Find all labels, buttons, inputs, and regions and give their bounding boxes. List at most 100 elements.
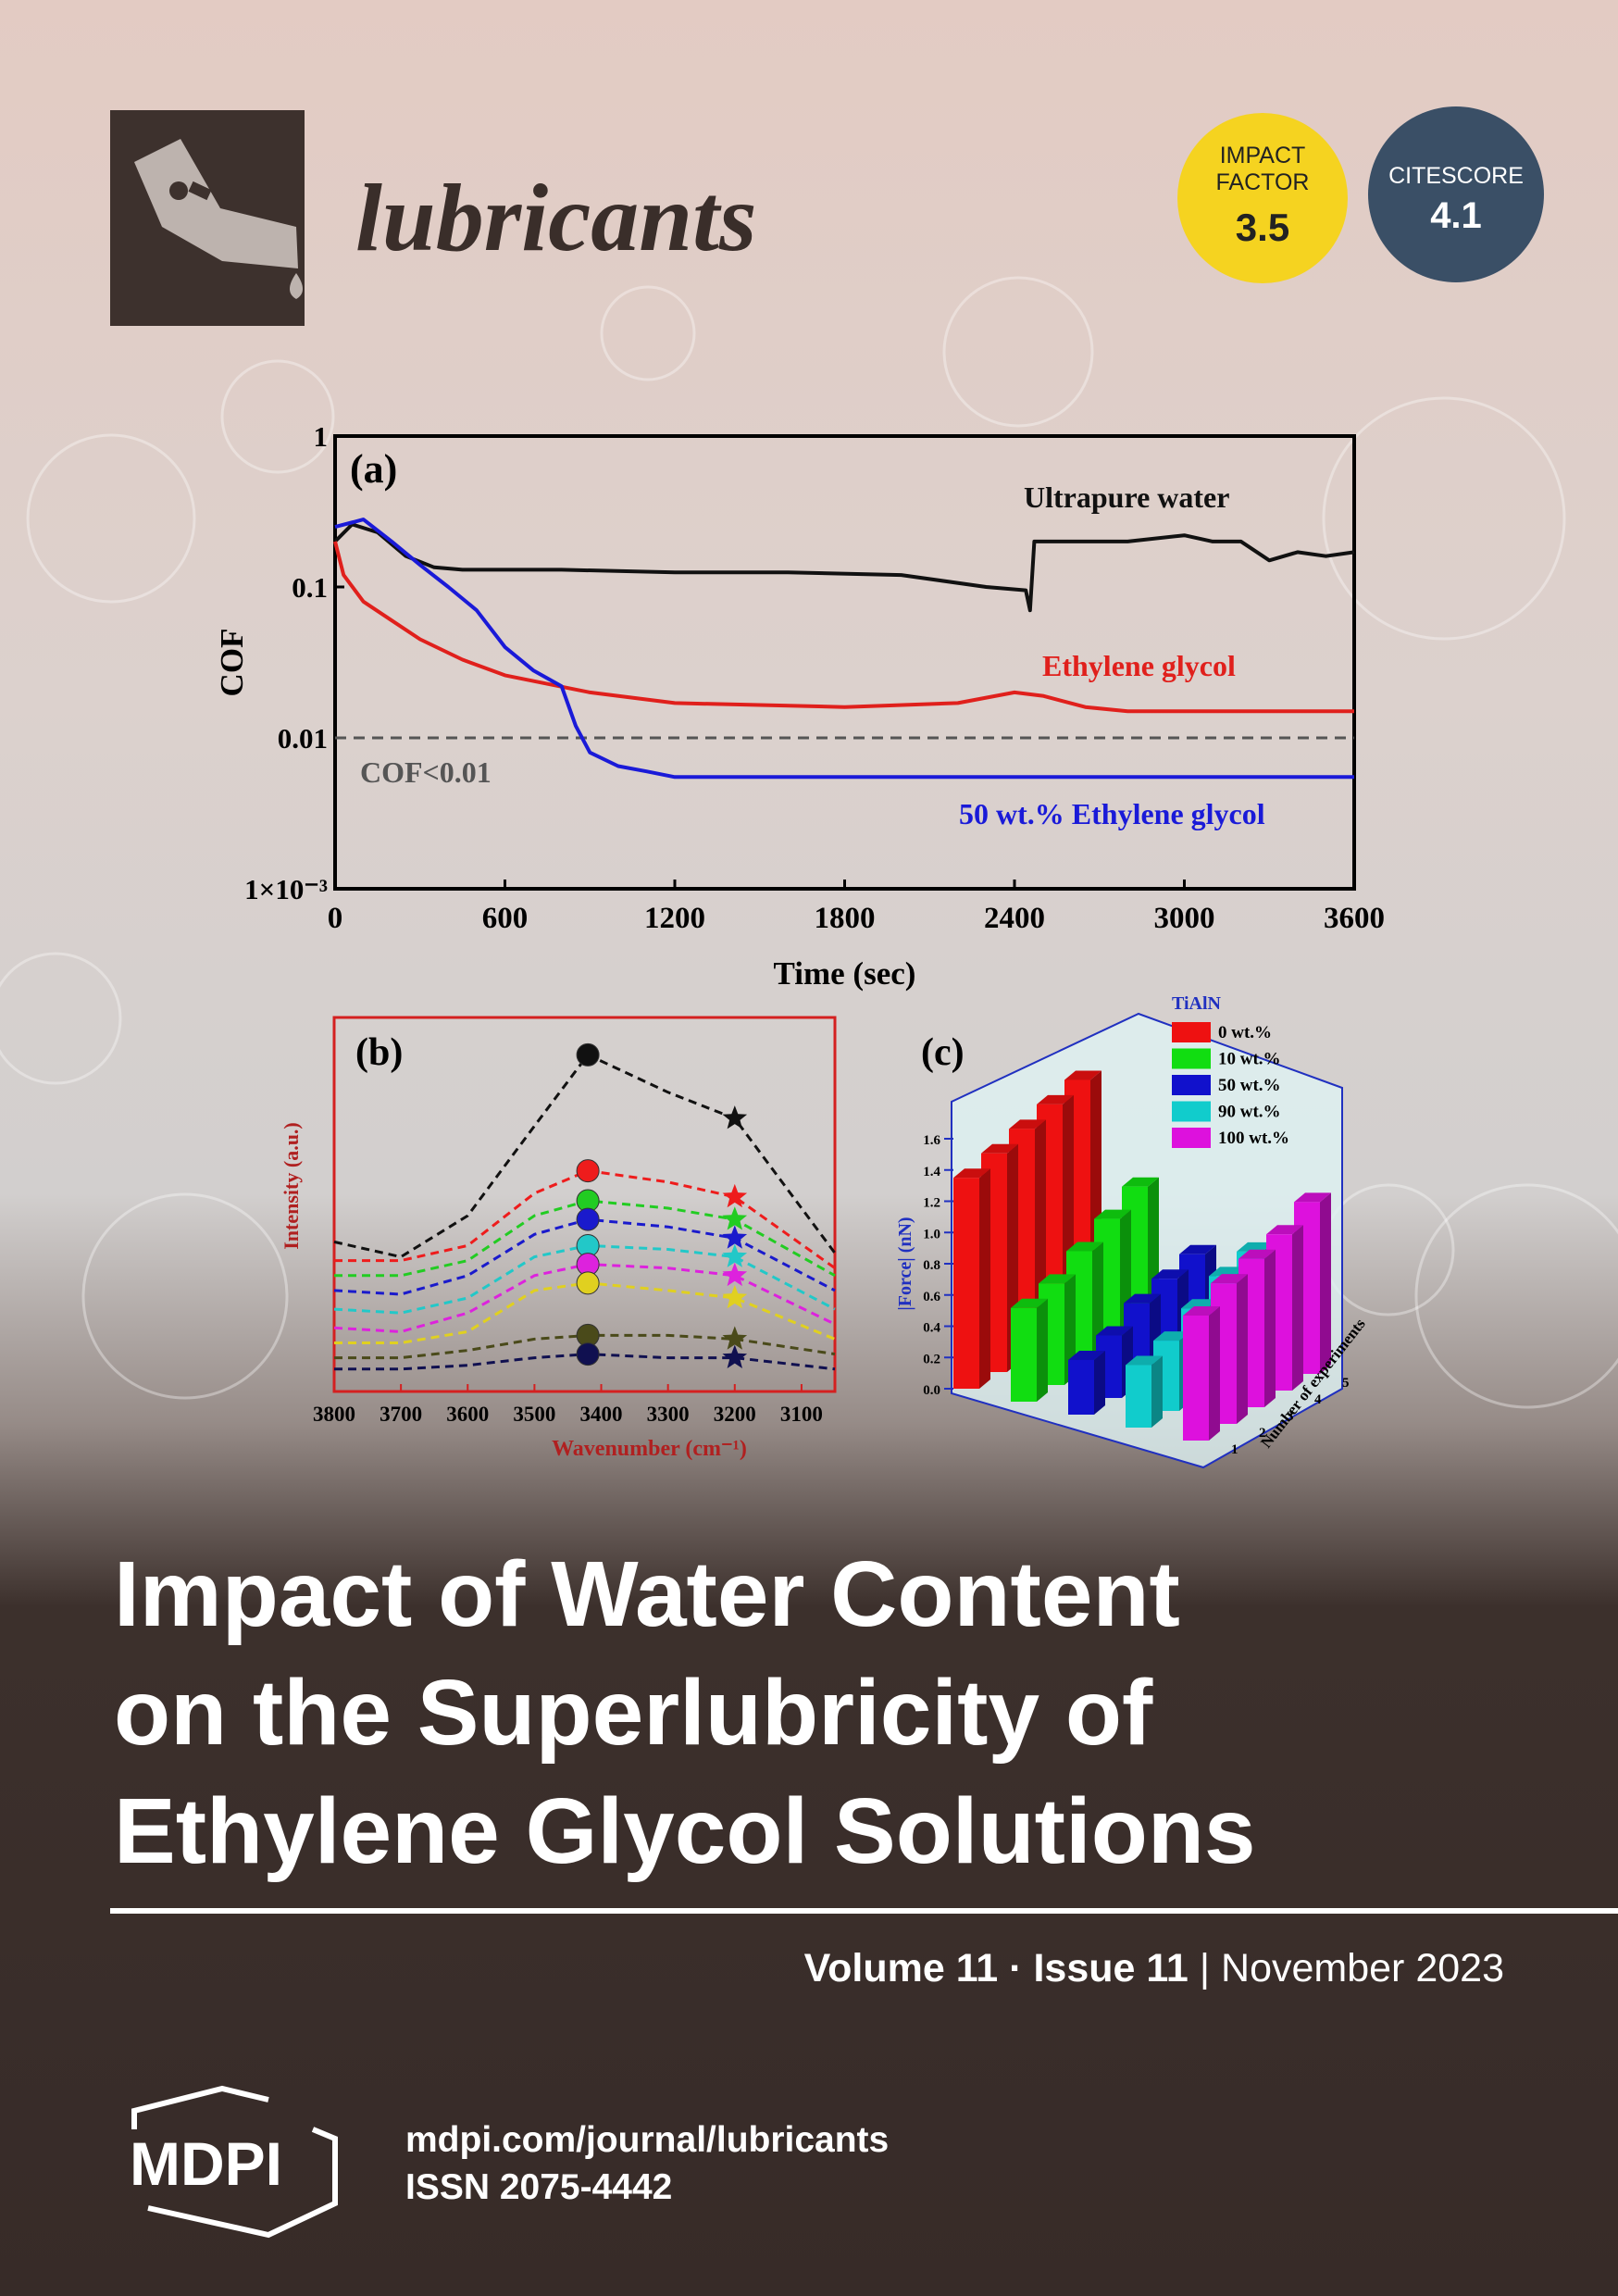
peak-ball: [576, 1159, 600, 1183]
x-tick-label: 600: [482, 902, 529, 935]
title-rule: [110, 1908, 1618, 1914]
legend-swatch: [1172, 1048, 1211, 1069]
bar: [1126, 1365, 1151, 1428]
threshold-label: COF<0.01: [360, 755, 492, 789]
legend-label: 90 wt.%: [1218, 1103, 1281, 1122]
volume: Volume 11: [804, 1946, 999, 1990]
series-label: Ultrapure water: [1024, 480, 1229, 514]
panel-b: 3800 3700 3600 3500 3400 3300 3200 3100 Wavenumb…: [280, 1016, 837, 1461]
bar-top: [1037, 1094, 1074, 1104]
series-label: Ethylene glycol: [1042, 649, 1236, 682]
peak-star: [722, 1105, 748, 1129]
spectrum-line: [334, 1333, 836, 1360]
spectrum-line: [334, 1281, 836, 1344]
peak-star: [722, 1225, 748, 1249]
divider: |: [1200, 1946, 1210, 1990]
legend-title: TiAlN: [1172, 993, 1222, 1014]
x-tick-label: 3600: [1324, 902, 1385, 935]
bar-top: [1039, 1274, 1076, 1284]
bar-top: [1209, 1267, 1246, 1277]
panel-a: 0 600 1200 1800 2400 3000 3600 1×10⁻³ 0.01 0.1 1 Ti…: [214, 420, 1385, 992]
badge-value: 3.5: [1236, 206, 1289, 249]
x-tick-label: 3600: [446, 1403, 489, 1426]
x-tick-label: 3400: [580, 1403, 623, 1426]
bar-top: [1094, 1209, 1131, 1219]
bar-top: [1122, 1177, 1159, 1187]
y-tick-label: 0.1: [292, 571, 328, 604]
peak-ball: [576, 1271, 600, 1295]
panel-c: 0.0 0.2 0.4 0.6 0.8 1.0 1.2 1.4 1.6 |Force| (nN) (…: [895, 993, 1369, 1469]
series-line: [333, 522, 1355, 613]
peak-ball: [576, 1042, 600, 1067]
y-tick-label: 0.8: [923, 1258, 940, 1273]
y-axis-label: |Force| (nN): [895, 1217, 915, 1310]
y-tick-label: 0.4: [923, 1321, 940, 1336]
bar: [1068, 1359, 1094, 1415]
peak-star: [722, 1344, 748, 1368]
peak-star: [722, 1326, 748, 1350]
bar: [1011, 1307, 1037, 1402]
peak-star: [722, 1262, 748, 1287]
bar-side: [1237, 1274, 1248, 1424]
issue: Issue 11: [1033, 1946, 1188, 1990]
bar-top: [1151, 1269, 1189, 1279]
x-axis-label: Wavenumber (cm⁻¹): [552, 1437, 747, 1461]
bar-side: [979, 1168, 990, 1389]
spectrum-line: [334, 1353, 836, 1371]
bar-side: [1320, 1192, 1331, 1374]
separator: ·: [1009, 1946, 1022, 1990]
legend-swatch: [1172, 1101, 1211, 1122]
bubbles: [0, 276, 1618, 1409]
peak-ball: [576, 1207, 600, 1231]
legend-label: 100 wt.%: [1218, 1129, 1289, 1148]
plot-frame: [332, 1016, 837, 1393]
publisher: MDPI: [130, 2129, 282, 2198]
x-tick-label: 0: [328, 902, 343, 935]
peak-ball: [576, 1342, 600, 1366]
bar-top: [1237, 1242, 1274, 1252]
badge-label: IMPACT: [1220, 143, 1306, 168]
bar-side: [1151, 1355, 1163, 1428]
bar-top: [1181, 1299, 1218, 1309]
x-tick-label: 3700: [380, 1403, 422, 1426]
bar-side: [1264, 1249, 1276, 1407]
citescore-badge: [1368, 106, 1544, 282]
journal-url: mdpi.com/journal/lubricants: [405, 2120, 889, 2160]
bar-top: [1266, 1225, 1303, 1235]
x-tick-label: 3500: [513, 1403, 555, 1426]
legend-label: 10 wt.%: [1218, 1050, 1281, 1069]
x-tick-label: 1200: [644, 902, 705, 935]
bar-top: [1211, 1274, 1248, 1284]
impact-factor-badge: [1177, 113, 1348, 283]
spectrum-line: [333, 1243, 836, 1315]
bar-top: [1238, 1249, 1276, 1259]
panel-label: (c): [921, 1031, 965, 1074]
y-tick-label: 0.2: [923, 1352, 940, 1366]
y-tick-label: 1.6: [923, 1133, 940, 1148]
y-tick-label: 1.0: [923, 1227, 940, 1242]
y-tick-label: 0.0: [923, 1383, 940, 1398]
bar: [1183, 1316, 1209, 1441]
bar-side: [1037, 1298, 1048, 1402]
bar: [953, 1178, 979, 1389]
cover-title-line: Ethylene Glycol Solutions: [114, 1779, 1256, 1883]
legend-swatch: [1172, 1075, 1211, 1095]
journal-name: lubricants: [355, 165, 756, 271]
y-tick-label: 1.4: [923, 1165, 940, 1179]
peak-star: [722, 1285, 748, 1309]
bar-top: [1064, 1070, 1101, 1080]
z-tick-label: 1: [1231, 1442, 1238, 1457]
legend-label: 50 wt.%: [1218, 1076, 1281, 1095]
x-tick-label: 3100: [780, 1403, 823, 1426]
oil-can-icon: [134, 139, 303, 299]
bar-top: [1011, 1298, 1048, 1308]
peak-star: [722, 1206, 748, 1230]
z-tick-label: 4: [1314, 1392, 1322, 1407]
legend-label: 0 wt.%: [1218, 1023, 1272, 1042]
y-axis-label: COF: [214, 629, 250, 697]
panel-label: (b): [355, 1031, 403, 1074]
issn: ISSN 2075-4442: [405, 2167, 672, 2207]
y-tick-label: 0.01: [278, 722, 328, 755]
